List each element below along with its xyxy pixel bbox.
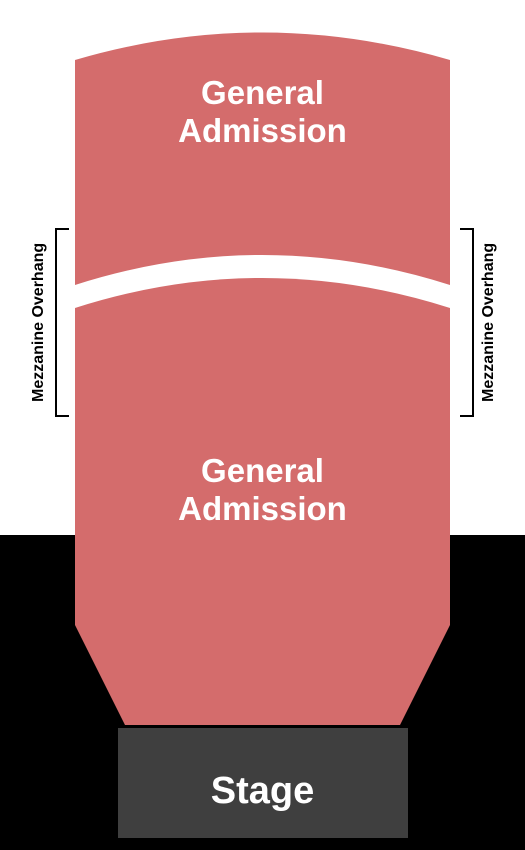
stage-label: Stage (0, 770, 525, 813)
upper-section[interactable] (75, 33, 450, 286)
mezzanine-bracket-right (460, 228, 474, 417)
upper-section-label: GeneralAdmission (0, 74, 525, 150)
mezzanine-bracket-left (55, 228, 69, 417)
lower-section-label: GeneralAdmission (0, 452, 525, 528)
mezzanine-label-right: Mezzanine Overhang (480, 222, 498, 422)
mezzanine-label-left: Mezzanine Overhang (30, 222, 48, 422)
